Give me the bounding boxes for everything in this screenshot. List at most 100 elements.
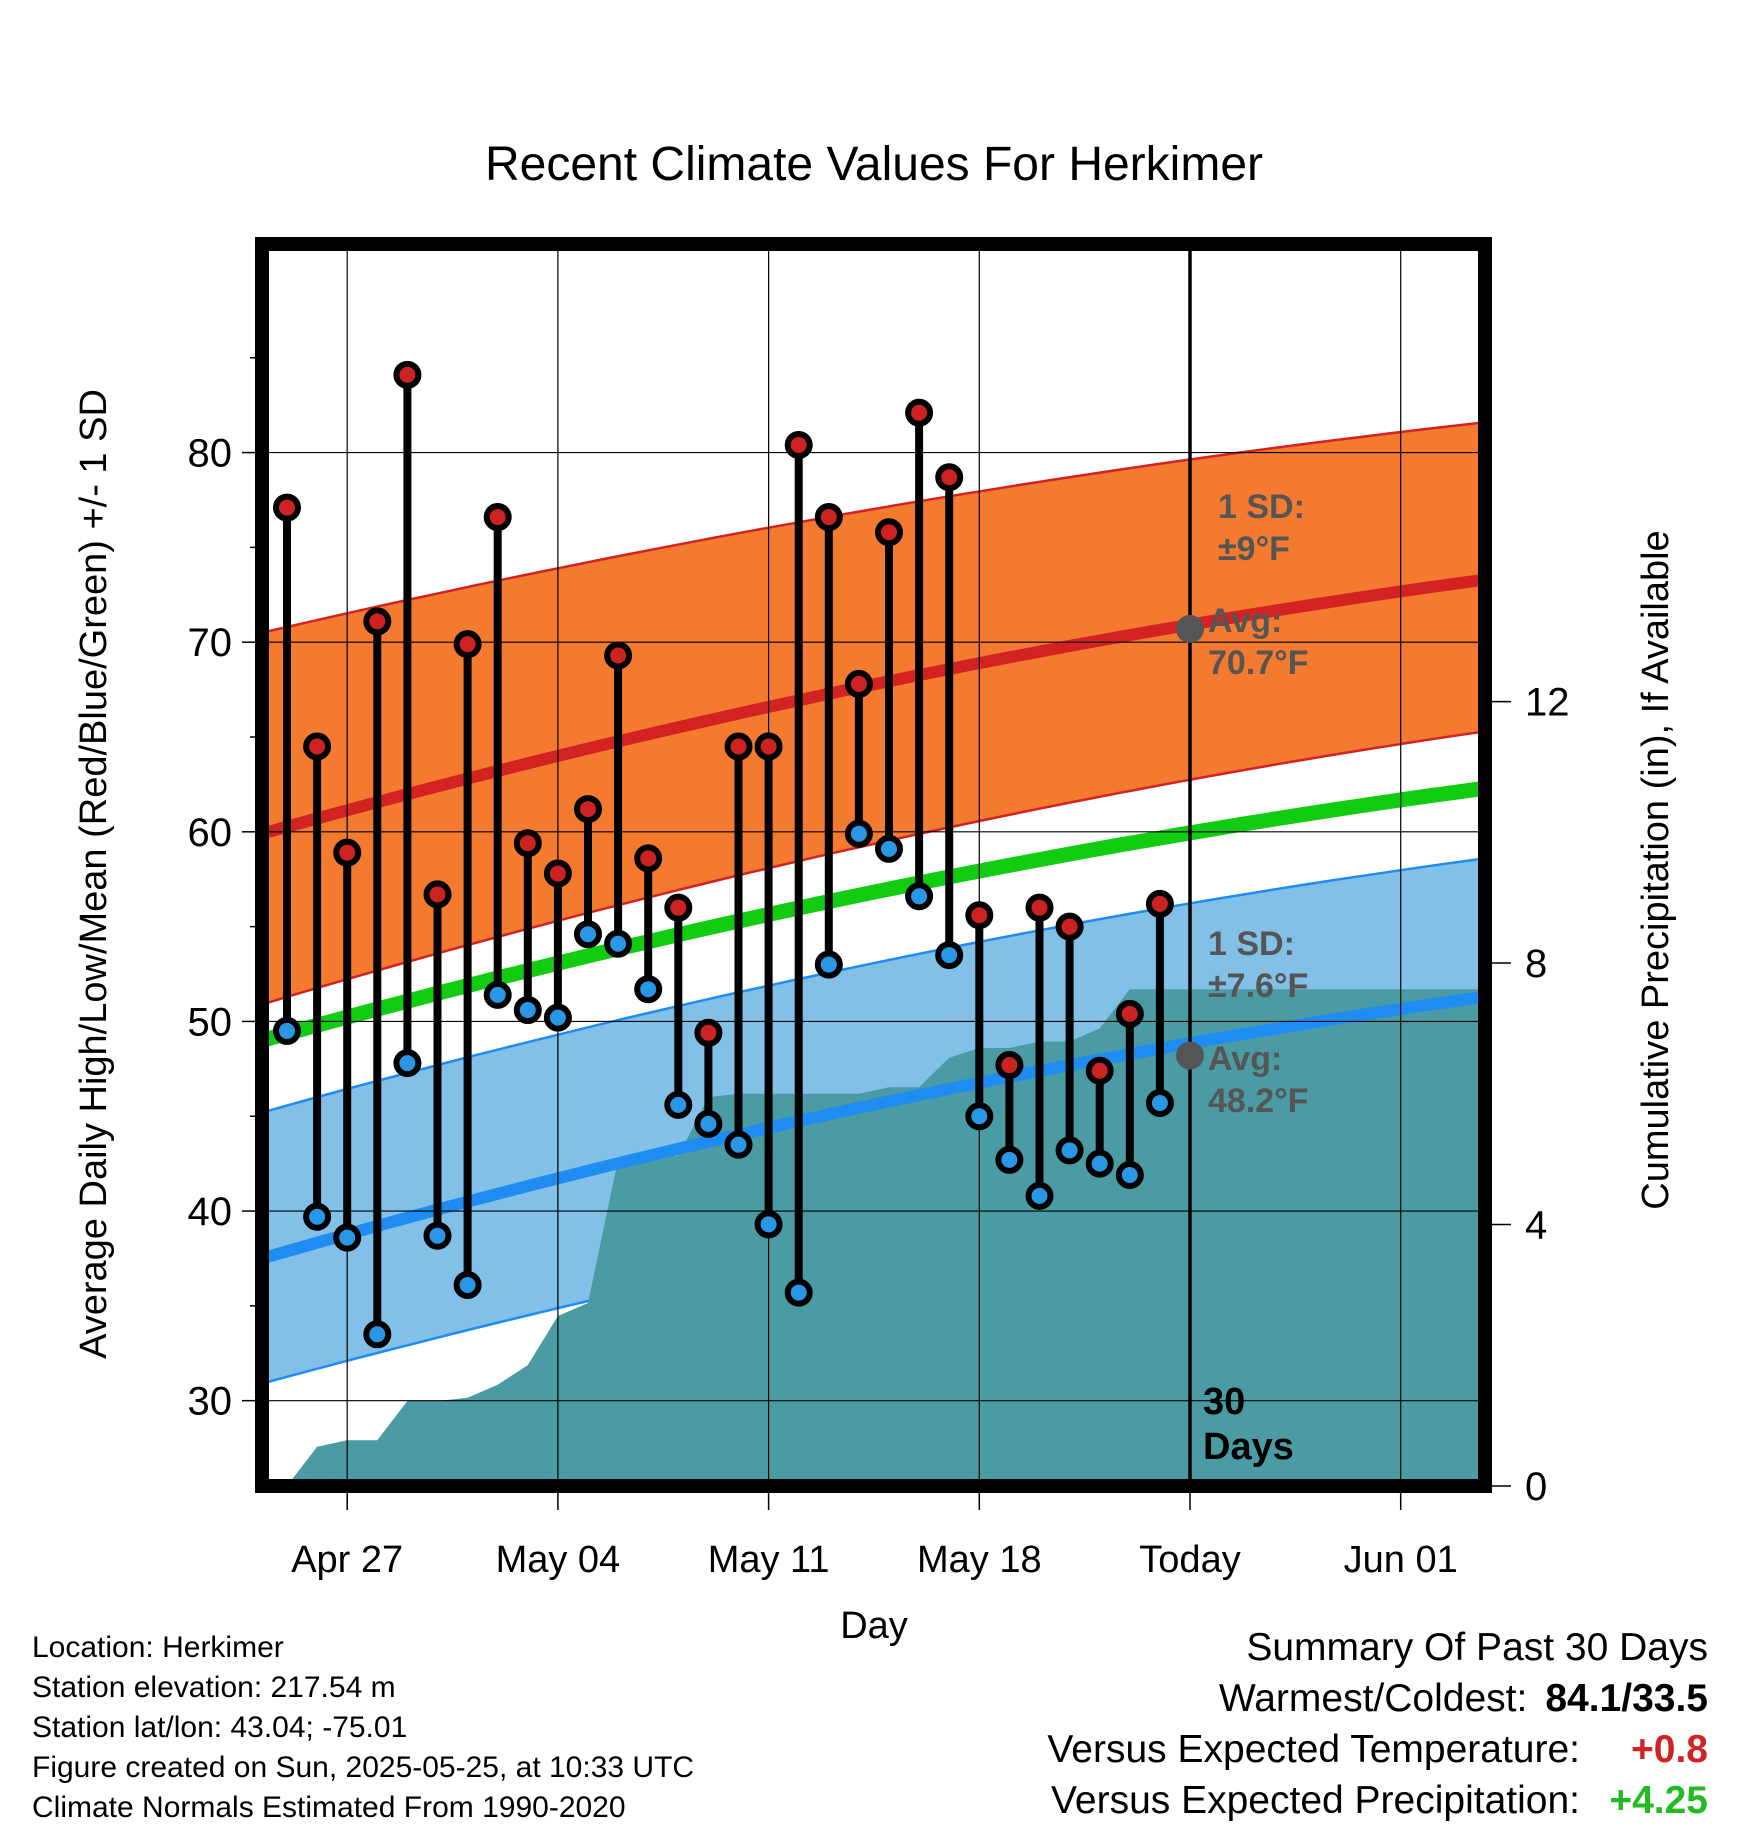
low-point (875, 834, 903, 863)
plot-frame (255, 237, 1492, 1493)
low-point (273, 1016, 301, 1045)
x-tick-label: May 04 (496, 1539, 621, 1581)
high-point (664, 893, 693, 922)
x-tick-label: Apr 27 (291, 1539, 403, 1581)
high-point (303, 732, 332, 761)
plot-inner (262, 244, 1485, 1486)
temp-label: Versus Expected Temperature: (1047, 1728, 1580, 1771)
summary-temp: Versus Expected Temperature: +0.8 (1047, 1724, 1708, 1775)
days-window-label: 30 Days (1203, 1381, 1294, 1468)
low-point (393, 1049, 422, 1078)
low-point (453, 1271, 482, 1300)
y2-tick-label: 4 (1525, 1204, 1547, 1248)
high-point (965, 901, 994, 930)
y-axis-label: Average Daily High/Low/Mean (Red/Blue/Gr… (73, 389, 115, 1359)
low-point (905, 882, 934, 911)
chart-title: Recent Climate Values For Herkimer (485, 138, 1263, 191)
low-point (694, 1109, 723, 1138)
low-point (363, 1320, 392, 1349)
high-point (905, 398, 934, 427)
x-tick-label: Jun 01 (1344, 1539, 1458, 1581)
today-high-avg-marker (1176, 614, 1204, 643)
summary-warm-cold: Warmest/Coldest: 84.1/33.5 (1047, 1673, 1708, 1724)
low-avg-label: Avg: 48.2°F (1208, 1040, 1309, 1120)
low-point (483, 980, 512, 1009)
high-point (995, 1051, 1024, 1080)
high-point (694, 1018, 723, 1047)
summary-precip: Versus Expected Precipitation: +4.25 (1047, 1775, 1708, 1826)
low-point (423, 1221, 452, 1250)
low-point (1025, 1181, 1054, 1210)
low-point (1115, 1161, 1144, 1190)
high-point (1145, 889, 1174, 918)
y2-axis-label: Cumulative Precipitation (in), If Availa… (1635, 530, 1677, 1209)
summary-panel: Summary Of Past 30 Days Warmest/Coldest:… (1047, 1622, 1708, 1826)
low-point (754, 1210, 783, 1239)
y-tick-label: 80 (188, 432, 233, 476)
y2-tick-label: 12 (1525, 681, 1570, 725)
low-point (543, 1003, 572, 1032)
high-point (604, 641, 633, 670)
high-point (333, 838, 362, 867)
low-point (1145, 1088, 1174, 1117)
low-point (844, 819, 873, 848)
high-point (453, 630, 482, 659)
low-point (935, 941, 964, 970)
high-point (483, 503, 512, 532)
low-point (724, 1130, 753, 1159)
low-point (814, 950, 843, 979)
high-point (875, 518, 903, 547)
y2-tick-label: 8 (1525, 942, 1547, 986)
location-text: Location: Herkimer (32, 1631, 284, 1664)
low-point (333, 1223, 362, 1252)
x-tick-label: May 11 (708, 1539, 830, 1581)
low-point (664, 1090, 693, 1119)
plot-area: 1 SD: ±9°F Avg: 70.7°F 1 SD: ±7.6°F Avg: 48.2°F… (188, 237, 1570, 1581)
y-tick-label: 40 (188, 1190, 233, 1234)
high-point (273, 493, 301, 522)
low-sd-label: 1 SD: ±7.6°F (1208, 925, 1308, 1005)
elevation-text: Station elevation: 217.54 m (32, 1671, 396, 1704)
high-point (363, 607, 392, 636)
high-avg-label: Avg: 70.7°F (1208, 602, 1309, 682)
precip-value: +4.25 (1609, 1779, 1708, 1822)
today-low-avg-marker (1176, 1041, 1204, 1070)
high-point (1055, 912, 1084, 941)
low-point (604, 929, 633, 958)
normals-text: Climate Normals Estimated From 1990-2020 (32, 1791, 626, 1824)
created-text: Figure created on Sun, 2025-05-25, at 10… (32, 1751, 695, 1784)
high-point (513, 829, 542, 858)
low-point (1085, 1149, 1114, 1178)
x-axis-label: Day (840, 1605, 908, 1647)
y-tick-label: 30 (188, 1380, 233, 1424)
y-tick-label: 60 (188, 811, 233, 855)
precip-label: Versus Expected Precipitation: (1051, 1779, 1580, 1822)
low-point (513, 996, 542, 1025)
high-point (1025, 893, 1054, 922)
high-point (814, 503, 843, 532)
y2-tick-label: 0 (1525, 1465, 1547, 1509)
station-info: Location: Herkimer Station elevation: 21… (32, 1628, 694, 1828)
temp-value: +0.8 (1631, 1728, 1708, 1771)
high-point (634, 844, 663, 873)
low-point (995, 1145, 1024, 1174)
low-point (634, 975, 663, 1004)
low-point (574, 920, 602, 949)
high-point (935, 463, 964, 492)
high-point (543, 859, 572, 888)
high-sd-label: 1 SD: ±9°F (1218, 488, 1305, 568)
high-point (844, 669, 873, 698)
high-point (574, 795, 602, 824)
low-point (784, 1278, 813, 1307)
warm-cold-value: 84.1/33.5 (1545, 1677, 1708, 1720)
low-point (1055, 1136, 1084, 1165)
precip-area (287, 989, 1485, 1486)
high-point (754, 732, 783, 761)
summary-heading: Summary Of Past 30 Days (1246, 1626, 1708, 1669)
high-point (1115, 999, 1144, 1028)
y-tick-label: 70 (188, 621, 233, 665)
low-point (303, 1202, 332, 1231)
warm-cold-label: Warmest/Coldest: (1218, 1677, 1528, 1720)
high-point (1085, 1056, 1114, 1085)
high-point (423, 880, 452, 909)
